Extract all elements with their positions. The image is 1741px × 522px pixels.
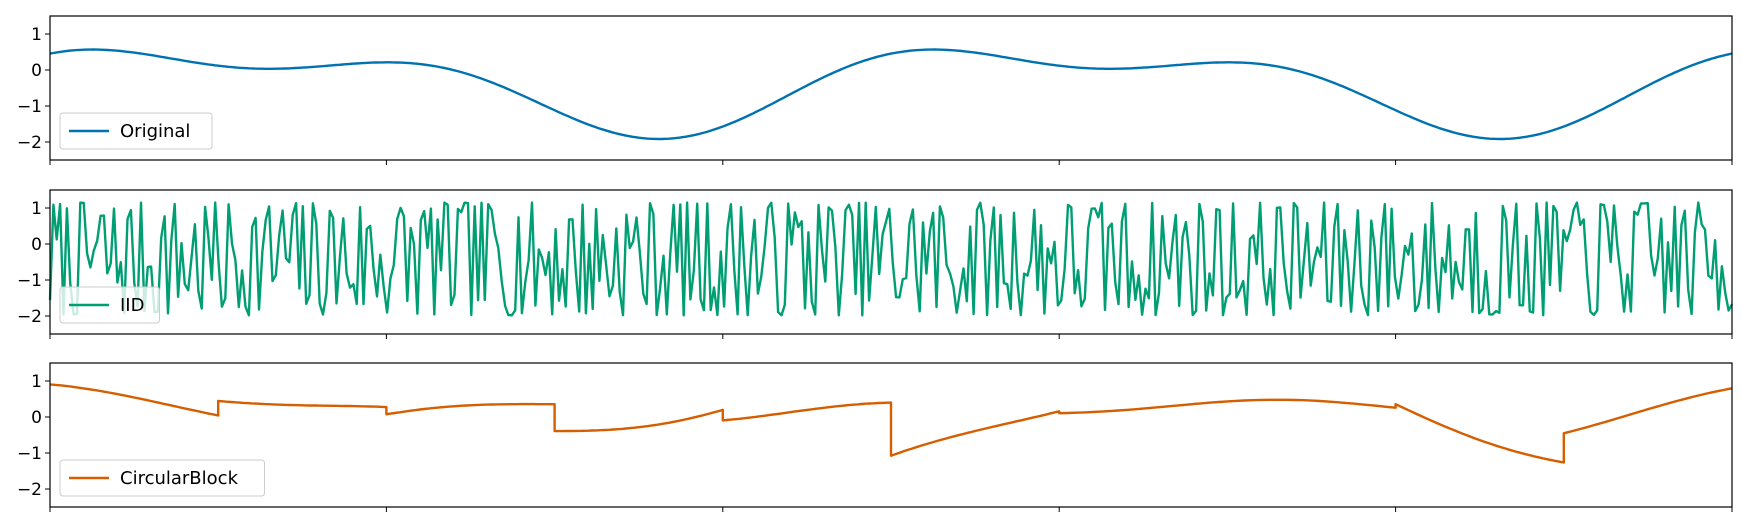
series-line-iid (48, 201, 1734, 317)
series-line-circularblock (49, 383, 1733, 464)
y-tick-label: −2 (17, 480, 42, 500)
y-tick-label: 1 (31, 199, 42, 219)
series-line-original (49, 48, 1733, 141)
legend-label: IID (120, 295, 144, 316)
axes-frame (49, 15, 1733, 161)
subplot-1: 1 0 −1 −2 Original (17, 15, 1733, 165)
y-tick-label: 0 (31, 61, 42, 81)
y-tick-label: 1 (31, 25, 42, 45)
legend-label: CircularBlock (120, 468, 239, 489)
y-tick-label: −1 (17, 444, 42, 464)
y-tick-label: 1 (31, 372, 42, 392)
legend-label: Original (120, 121, 190, 142)
y-tick-label: −2 (17, 307, 42, 327)
legend-box (59, 459, 265, 497)
axes-frame (49, 362, 1733, 508)
subplot-2: 1 0 −1 −2 IID (17, 189, 1734, 339)
axes-frame (49, 189, 1733, 335)
y-tick-label: −1 (17, 97, 42, 117)
subplot-3: 1 0 −1 −2 CircularBlock (17, 362, 1733, 512)
y-tick-label: 0 (31, 235, 42, 255)
legend-box (59, 286, 160, 324)
y-tick-label: −2 (17, 133, 42, 153)
y-tick-label: −1 (17, 271, 42, 291)
y-tick-label: 0 (31, 408, 42, 428)
legend-box (59, 112, 213, 150)
